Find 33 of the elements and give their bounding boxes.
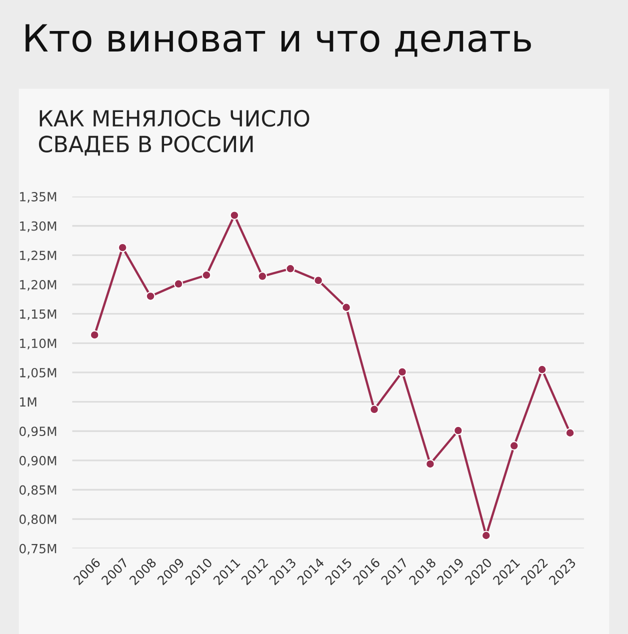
y-tick-label: 0,90M <box>20 456 56 467</box>
y-tick-label: 0,95M <box>20 426 56 438</box>
chart-subtitle: КАК МЕНЯЛОСЬ ЧИСЛО СВАДЕБ В РОССИИ <box>38 110 310 156</box>
y-tick-label: 1,25M <box>20 250 56 262</box>
point <box>537 364 547 374</box>
point <box>509 441 519 450</box>
point <box>118 242 128 252</box>
point <box>174 279 184 289</box>
point <box>342 302 352 312</box>
y-tick-label: 0,75M <box>20 544 56 555</box>
chart-title: Кто виноват и что делать <box>26 24 531 57</box>
point <box>230 210 240 220</box>
point <box>453 426 463 436</box>
y-tick-label: 1,10M <box>20 338 56 350</box>
point <box>425 459 435 469</box>
y-tick-label: 1,35M <box>20 192 56 203</box>
y-tick-label: 1,15M <box>20 309 56 320</box>
y-tick-label: 0,80M <box>20 514 56 526</box>
point <box>286 264 296 274</box>
point <box>565 428 575 438</box>
point <box>481 530 491 540</box>
point <box>90 330 100 340</box>
point <box>370 404 379 414</box>
y-tick-label: 1M <box>20 397 36 407</box>
point <box>202 270 212 280</box>
point <box>314 276 324 286</box>
point <box>258 272 268 282</box>
y-tick-label: 1,30M <box>20 221 56 232</box>
point <box>398 367 407 377</box>
y-tick-label: 0,85M <box>20 485 56 496</box>
point <box>146 292 156 301</box>
y-tick-label: 1,20M <box>20 280 56 291</box>
y-tick-label: 1,05M <box>20 368 56 379</box>
